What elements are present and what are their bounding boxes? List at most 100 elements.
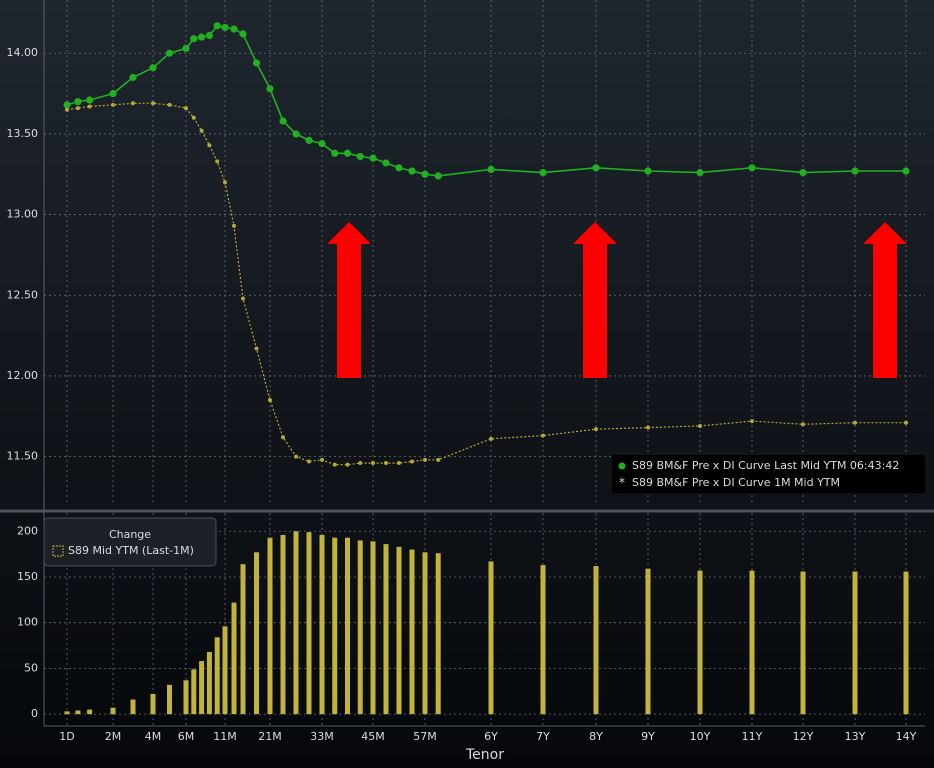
bar [199,661,205,715]
data-point [111,102,115,107]
bar [110,707,116,715]
data-point [74,98,82,106]
bar [306,532,312,715]
data-point [902,167,910,175]
data-point [221,23,229,32]
data-point [421,170,429,178]
data-point [165,49,174,57]
data-point [239,30,247,38]
data-point [207,143,212,148]
data-point [696,169,704,177]
x-tick-label: 6Y [484,730,498,743]
data-point [320,457,324,462]
data-point [644,167,652,175]
data-point [191,115,196,120]
data-point [539,169,547,177]
data-point [205,31,213,40]
bar [254,552,259,715]
data-point [487,165,495,174]
bar [214,637,220,715]
data-point [345,462,350,467]
x-tick-label: 14Y [896,730,917,743]
data-point [279,117,287,125]
data-point [318,139,326,148]
data-point [397,461,401,466]
data-point [215,159,220,164]
bar [332,537,338,715]
legend-marker [52,545,64,557]
data-point [541,433,545,438]
data-point [86,96,94,104]
data-point [281,435,285,440]
data-point [305,136,313,144]
data-point [199,128,204,133]
data-point [198,33,206,41]
data-point [213,22,221,30]
bar [240,564,246,715]
bar [167,684,172,715]
bar [64,711,70,715]
x-tick-label: 2M [105,730,122,743]
bar [231,602,237,715]
bar [206,651,212,715]
data-point [748,164,756,172]
bar [345,537,350,715]
data-point [182,44,190,53]
y-tick-label: 12.50 [7,288,39,301]
data-point [131,101,135,106]
data-point [292,130,300,138]
x-tick-label: 1D [59,730,74,743]
data-point [167,102,172,107]
bar [422,552,428,715]
data-point [436,457,441,462]
bar [293,531,299,715]
data-point [266,85,274,93]
legend-label: S89 BM&F Pre x DI Curve 1M Mid YTM [632,476,840,489]
bar [87,709,93,715]
data-point [65,107,69,112]
data-point [369,154,377,162]
arrow [573,222,617,378]
legend-box [43,517,217,567]
y-tick-label: 150 [17,570,38,583]
data-point [358,461,363,466]
data-point [698,423,702,428]
bar [488,561,494,715]
legend-label: S89 BM&F Pre x DI Curve Last Mid YTM 06:… [632,459,899,472]
y-tick-label: 13.00 [7,208,39,221]
legend-marker: * [619,476,625,490]
bar [267,537,273,715]
legend-title: Change [109,528,151,541]
data-point [904,420,908,425]
data-point [241,296,245,301]
data-point [129,73,137,82]
legend-marker [618,462,626,470]
data-point [434,172,442,180]
x-tick-label: 6M [178,730,195,743]
data-point [799,169,807,177]
data-point [184,106,188,111]
y-tick-label: 50 [24,661,38,674]
data-point [408,167,416,175]
data-point [594,427,598,432]
data-point [294,454,298,459]
bar [800,571,806,715]
x-tick-label: 12Y [793,730,814,743]
x-tick-label: 11Y [742,730,763,743]
marks [63,22,910,715]
bar [645,568,651,715]
x-tick-label: 9Y [641,730,655,743]
data-point [343,149,352,157]
data-point [750,419,754,424]
data-point [851,167,859,175]
data-point [423,457,427,462]
data-point [331,149,339,157]
bar [749,570,755,715]
legend-box [612,455,925,493]
bar [75,710,81,715]
bar [852,571,858,715]
bar [319,534,325,715]
bar [280,534,286,715]
data-point [63,101,71,109]
